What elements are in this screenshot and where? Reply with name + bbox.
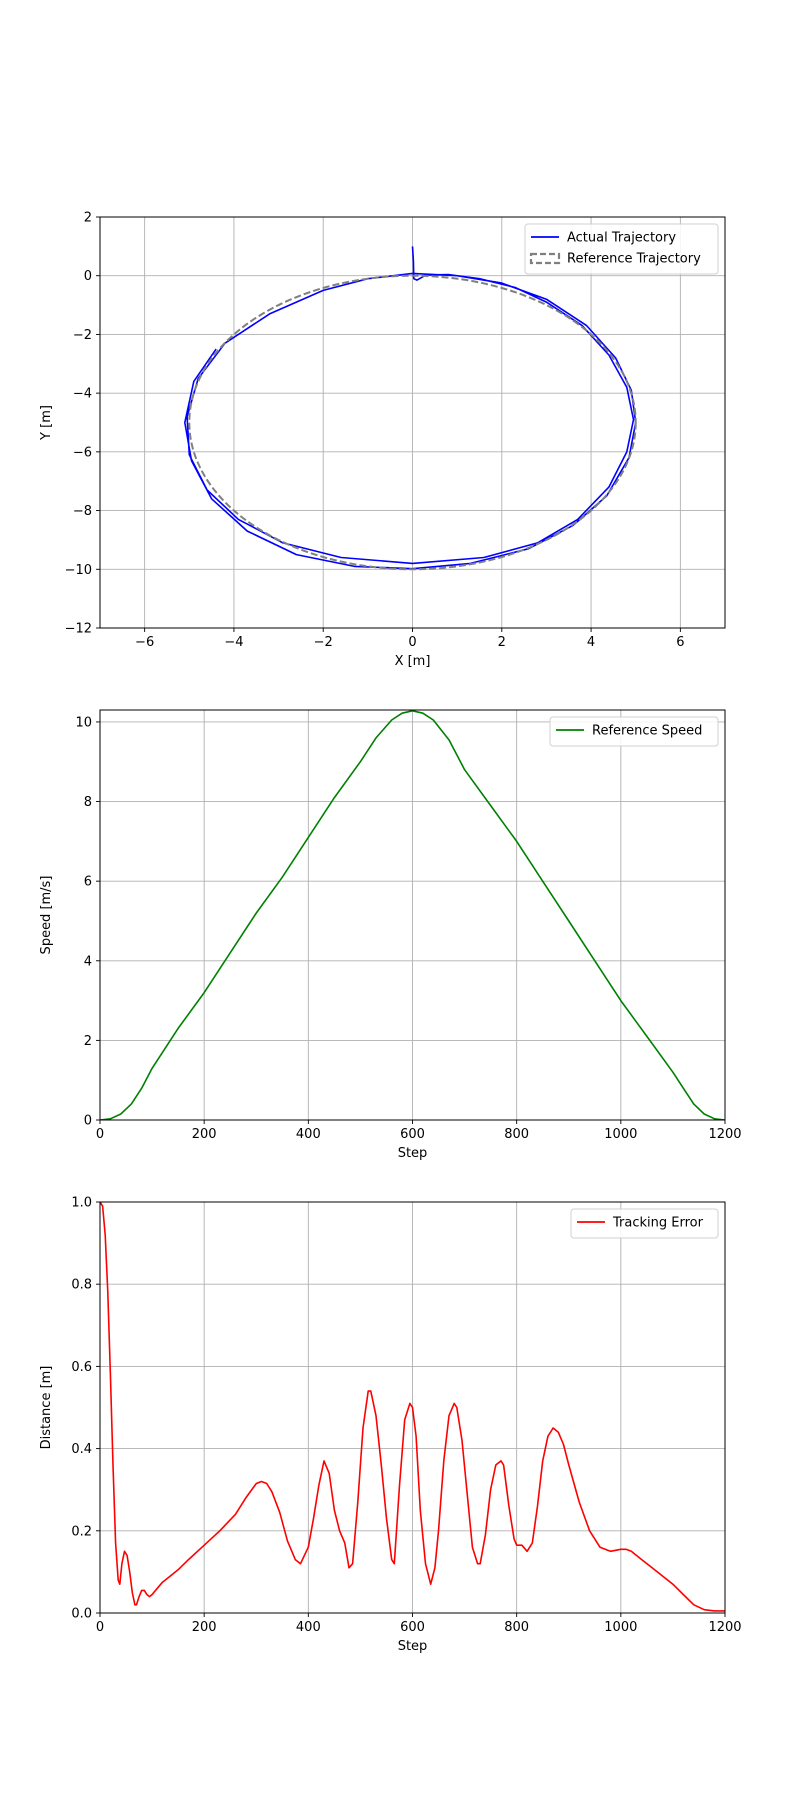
y-tick-label: 0 xyxy=(84,1114,92,1129)
legend: Tracking Error xyxy=(570,1208,719,1239)
x-tick-label: 0 xyxy=(408,635,416,650)
x-tick-label: −4 xyxy=(224,635,243,650)
x-tick-label: 4 xyxy=(587,635,595,650)
legend-reference-trajectory-handle xyxy=(529,252,561,265)
x-tick-label: 6 xyxy=(676,635,684,650)
series-tracking-error-line xyxy=(100,1202,725,1612)
chart-1: −6 −4 −2 0 2 4 6 −12 −10 −8 −6 −4 −2 0 2 X [m] Y [m] Actu… xyxy=(39,211,726,669)
y-tick-label: 0.8 xyxy=(71,1278,92,1293)
y-axis-label: Speed [m/s] xyxy=(39,876,54,955)
legend: Reference Speed xyxy=(549,716,719,747)
x-tick-label: 0 xyxy=(96,1127,104,1142)
x-tick-label: 800 xyxy=(504,1620,529,1635)
y-tick-label: −2 xyxy=(73,328,92,343)
y-tick-label: 2 xyxy=(84,211,92,226)
y-tick-label: −4 xyxy=(73,387,92,402)
series-actual-trajectory-line xyxy=(184,246,637,570)
series-reference-speed-line xyxy=(100,710,725,1120)
y-tick-label: 0 xyxy=(84,269,92,284)
x-tick-label: −6 xyxy=(135,635,154,650)
y-tick-label: 0.0 xyxy=(71,1607,92,1622)
x-tick-label: 200 xyxy=(192,1127,217,1142)
y-tick-label: −6 xyxy=(73,445,92,460)
legend-reference-trajectory-label: Reference Trajectory xyxy=(567,252,701,267)
x-axis-label: Step xyxy=(398,1639,428,1654)
chart-3: 0 200 400 600 800 1000 1200 0.0 0.2 0.4 0.6 0.8 1.0 S… xyxy=(39,1196,742,1655)
legend-reference-speed-label: Reference Speed xyxy=(592,724,702,739)
y-tick-label: 0.2 xyxy=(71,1524,92,1539)
x-tick-label: −2 xyxy=(314,635,333,650)
y-tick-label: 0.4 xyxy=(71,1442,92,1457)
y-tick-label: −12 xyxy=(65,622,92,637)
x-tick-label: 800 xyxy=(504,1127,529,1142)
x-tick-label: 200 xyxy=(192,1620,217,1635)
legend-tracking-error-label: Tracking Error xyxy=(612,1216,704,1231)
y-tick-label: −10 xyxy=(65,563,92,578)
y-tick-label: 4 xyxy=(84,954,92,969)
series-reference-trajectory-line xyxy=(188,274,637,571)
x-tick-label: 600 xyxy=(400,1620,425,1635)
x-axis-label: X [m] xyxy=(395,654,431,669)
y-tick-label: 1.0 xyxy=(71,1196,92,1211)
y-tick-label: −8 xyxy=(73,504,92,519)
y-tick-label: 8 xyxy=(84,795,92,810)
x-axis-label: Step xyxy=(398,1146,428,1161)
x-tick-label: 1000 xyxy=(604,1620,637,1635)
legend-actual-trajectory-label: Actual Trajectory xyxy=(567,231,676,246)
x-tick-label: 1000 xyxy=(604,1127,637,1142)
x-tick-label: 1200 xyxy=(708,1620,741,1635)
y-tick-label: 0.6 xyxy=(71,1360,92,1375)
x-tick-label: 400 xyxy=(296,1127,321,1142)
x-tick-label: 2 xyxy=(498,635,506,650)
x-tick-label: 1200 xyxy=(708,1127,741,1142)
x-tick-label: 600 xyxy=(400,1127,425,1142)
x-tick-label: 0 xyxy=(96,1620,104,1635)
legend-box xyxy=(549,716,719,747)
x-tick-label: 400 xyxy=(296,1620,321,1635)
y-tick-label: 2 xyxy=(84,1034,92,1049)
legend: Actual Trajectory Reference Trajectory xyxy=(524,223,719,275)
y-axis-label: Distance [m] xyxy=(39,1366,54,1450)
legend-box xyxy=(524,223,719,275)
y-tick-label: 6 xyxy=(84,875,92,890)
y-tick-label: 10 xyxy=(75,715,92,730)
y-axis-label: Y [m] xyxy=(39,405,54,441)
legend-box xyxy=(570,1208,719,1239)
chart-2: 0 200 400 600 800 1000 1200 0 2 4 6 8 10 Step Speed [m… xyxy=(39,709,742,1161)
